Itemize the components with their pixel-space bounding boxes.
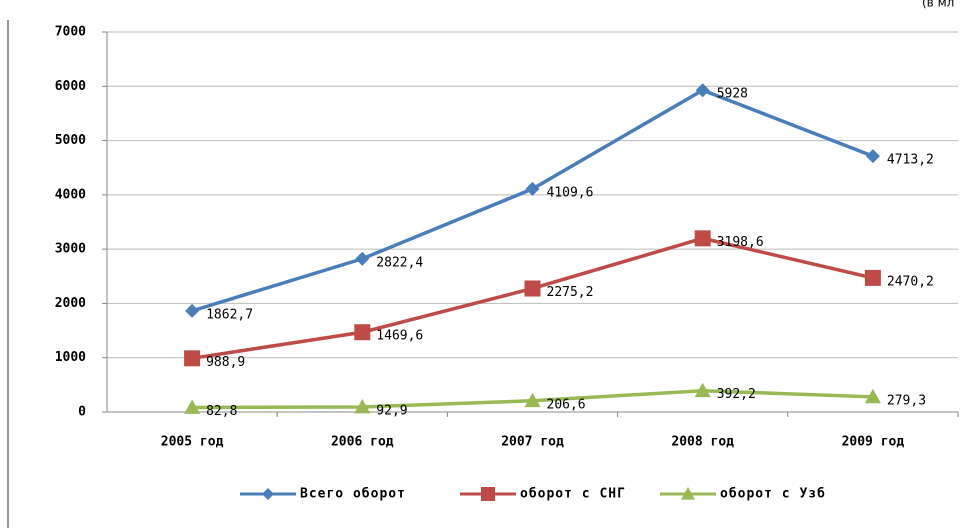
data-label: 3198,6 xyxy=(717,235,764,250)
marker xyxy=(681,487,695,500)
marker xyxy=(185,303,200,318)
y-tick-label: 0 xyxy=(78,405,86,420)
marker xyxy=(354,324,371,341)
data-label: 206,6 xyxy=(547,397,586,412)
data-label: 279,3 xyxy=(887,393,926,408)
y-tick-label: 3000 xyxy=(55,242,86,257)
legend-label: Всего оборот xyxy=(300,487,406,502)
marker xyxy=(524,392,541,408)
marker xyxy=(184,350,201,367)
data-label: 2822,4 xyxy=(376,255,423,270)
marker xyxy=(695,83,710,98)
x-tick-label: 2007 год xyxy=(501,435,564,450)
marker xyxy=(864,388,881,404)
x-tick-label: 2008 год xyxy=(671,435,734,450)
data-label: 82,8 xyxy=(206,404,237,419)
y-tick-label: 4000 xyxy=(55,187,86,202)
y-tick-label: 6000 xyxy=(55,79,86,94)
marker xyxy=(354,398,371,414)
marker xyxy=(524,280,541,297)
marker xyxy=(525,181,540,196)
x-tick-label: 2006 год xyxy=(331,435,394,450)
y-tick-label: 2000 xyxy=(55,296,86,311)
x-tick-label: 2005 год xyxy=(161,435,224,450)
marker xyxy=(355,251,370,266)
marker xyxy=(262,488,274,500)
data-label: 4713,2 xyxy=(887,153,934,168)
x-tick-label: 2009 год xyxy=(842,435,905,450)
series-line xyxy=(191,88,874,313)
data-label: 4109,6 xyxy=(547,185,594,200)
data-label: 2275,2 xyxy=(547,285,594,300)
marker xyxy=(481,487,495,501)
marker xyxy=(864,269,881,286)
marker xyxy=(184,399,201,414)
annotation: (в мл xyxy=(922,0,954,10)
y-tick-label: 5000 xyxy=(55,133,86,148)
series-line xyxy=(191,236,874,361)
data-label: 1469,6 xyxy=(376,329,423,344)
data-label: 5928 xyxy=(717,87,748,102)
y-tick-label: 1000 xyxy=(55,350,86,365)
y-tick-label: 7000 xyxy=(55,25,86,40)
legend-label: оборот с СНГ xyxy=(520,487,626,502)
marker xyxy=(694,230,711,247)
data-label: 1862,7 xyxy=(206,307,253,322)
data-label: 2470,2 xyxy=(887,274,934,289)
data-label: 92,9 xyxy=(376,403,407,418)
legend-label: оборот с Узб xyxy=(720,487,826,502)
marker xyxy=(865,149,880,164)
data-label: 392,2 xyxy=(717,387,756,402)
marker xyxy=(694,382,711,398)
data-label: 988,9 xyxy=(206,355,245,370)
